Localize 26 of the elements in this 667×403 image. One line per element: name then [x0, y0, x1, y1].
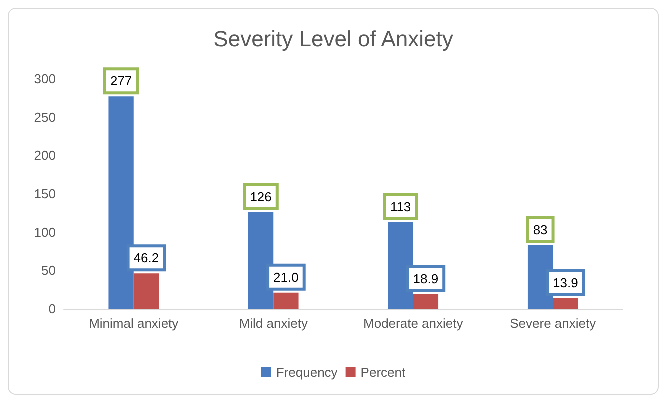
bar [553, 298, 578, 309]
y-tick-label: 0 [48, 302, 56, 316]
data-label: 18.9 [413, 272, 439, 287]
bar [274, 292, 299, 309]
legend-label: Percent [360, 365, 406, 380]
y-tick-label: 150 [34, 186, 56, 202]
data-label: 113 [390, 199, 412, 214]
bar [134, 274, 160, 309]
x-tick-label: Moderate anxiety [364, 316, 464, 331]
chart-title: Severity Level of Anxiety [214, 26, 454, 52]
data-label: 126 [250, 189, 272, 204]
x-tick-label: Mild anxiety [239, 316, 308, 331]
y-tick-label: 50 [42, 263, 56, 278]
data-label: 83 [533, 222, 548, 238]
y-tick-label: 250 [34, 110, 56, 125]
data-label: 277 [110, 74, 132, 89]
y-tick-label: 100 [34, 224, 56, 240]
bar [413, 294, 439, 309]
data-label: 21.0 [274, 270, 299, 285]
y-tick-label: 300 [34, 72, 56, 86]
x-tick-label: Minimal anxiety [89, 316, 180, 331]
y-tick-label: 200 [34, 148, 56, 164]
data-label: 13.9 [553, 275, 578, 290]
legend-label: Frequency [276, 365, 338, 380]
x-tick-label: Severe anxiety [510, 316, 597, 331]
data-label: 46.2 [134, 250, 160, 266]
